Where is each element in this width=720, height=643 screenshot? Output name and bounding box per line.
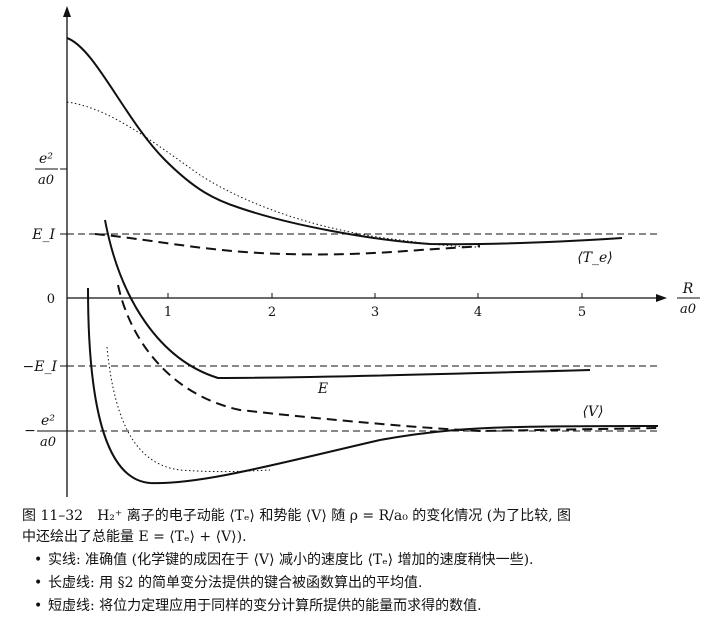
y-label-neg-e2-den: a0 <box>40 435 56 450</box>
bullet-mark: • <box>34 598 43 614</box>
curve-label-V: ⟨V⟩ <box>582 404 603 420</box>
y-label-EI: E_I <box>31 227 55 243</box>
curve-Te-virial <box>66 101 481 248</box>
x-tick-label-2: 2 <box>268 305 276 320</box>
bullet-mark: • <box>34 575 43 591</box>
bullet-solid-text: 实线: 准确值 (化学键的成因在于 ⟨V⟩ 减小的速度比 ⟨Tₑ⟩ 增加的速度稍… <box>48 552 534 568</box>
y-label-e2-den: a0 <box>38 173 54 188</box>
y-label-zero: 0 <box>47 292 55 307</box>
x-tick-label-3: 3 <box>371 305 379 320</box>
y-axis-arrow <box>63 6 71 17</box>
curve-V-exact <box>87 287 659 485</box>
x-tick-label-5: 5 <box>578 305 586 320</box>
curve-label-E: E <box>317 381 328 397</box>
y-label-e2-num: e² <box>39 151 53 167</box>
x-tick-label-1: 1 <box>164 305 172 320</box>
caption-text-1: H₂⁺ 离子的电子动能 ⟨Tₑ⟩ 和势能 ⟨V⟩ 随 ρ = R/a₀ 的变化情… <box>97 508 572 524</box>
x-axis-label-den: a0 <box>680 302 696 317</box>
curve-V-virial <box>106 346 271 473</box>
y-label-neg-e2-num: e² <box>41 413 55 429</box>
figure-caption: 图 11–32 H₂⁺ 离子的电子动能 ⟨Tₑ⟩ 和势能 ⟨V⟩ 随 ρ = R/… <box>22 506 712 617</box>
caption-bullet-long-dash: • 长虚线: 用 §2 的简单变分法提供的键合被函数算出的平均值. <box>22 573 712 594</box>
figure-number: 图 11–32 <box>22 508 84 524</box>
y-label-neg-e2-prefix: − <box>24 423 36 439</box>
curve-Te-exact <box>66 37 623 246</box>
caption-line-2: 中还绘出了总能量 E = ⟨Tₑ⟩ + ⟨V⟩). <box>22 529 247 545</box>
bullet-mark: • <box>34 552 43 568</box>
curve-E-exact <box>104 219 591 380</box>
y-label-neg-EI: −E_I <box>23 359 58 375</box>
curve-label-Te: ⟨T_e⟩ <box>577 250 613 266</box>
bullet-short-dash-text: 短虚线: 将位力定理应用于同样的变分计算所提供的能量而求得的数值. <box>48 598 482 614</box>
x-axis-label-num: R <box>682 281 694 297</box>
x-tick-label-4: 4 <box>474 305 482 320</box>
caption-bullet-solid: • 实线: 准确值 (化学键的成因在于 ⟨V⟩ 减小的速度比 ⟨Tₑ⟩ 增加的速度… <box>22 550 712 571</box>
caption-line-1: 图 11–32 H₂⁺ 离子的电子动能 ⟨Tₑ⟩ 和势能 ⟨V⟩ 随 ρ = R/… <box>22 506 712 527</box>
x-axis-arrow <box>656 294 667 302</box>
curve-Te-variational <box>94 233 481 256</box>
bullet-long-dash-text: 长虚线: 用 §2 的简单变分法提供的键合被函数算出的平均值. <box>48 575 423 591</box>
figure: 1 2 3 4 5 R a0 e² a0 E_I 0 −E_I − e² a0 … <box>23 6 700 497</box>
caption-bullet-short-dash: • 短虚线: 将位力定理应用于同样的变分计算所提供的能量而求得的数值. <box>22 596 712 617</box>
